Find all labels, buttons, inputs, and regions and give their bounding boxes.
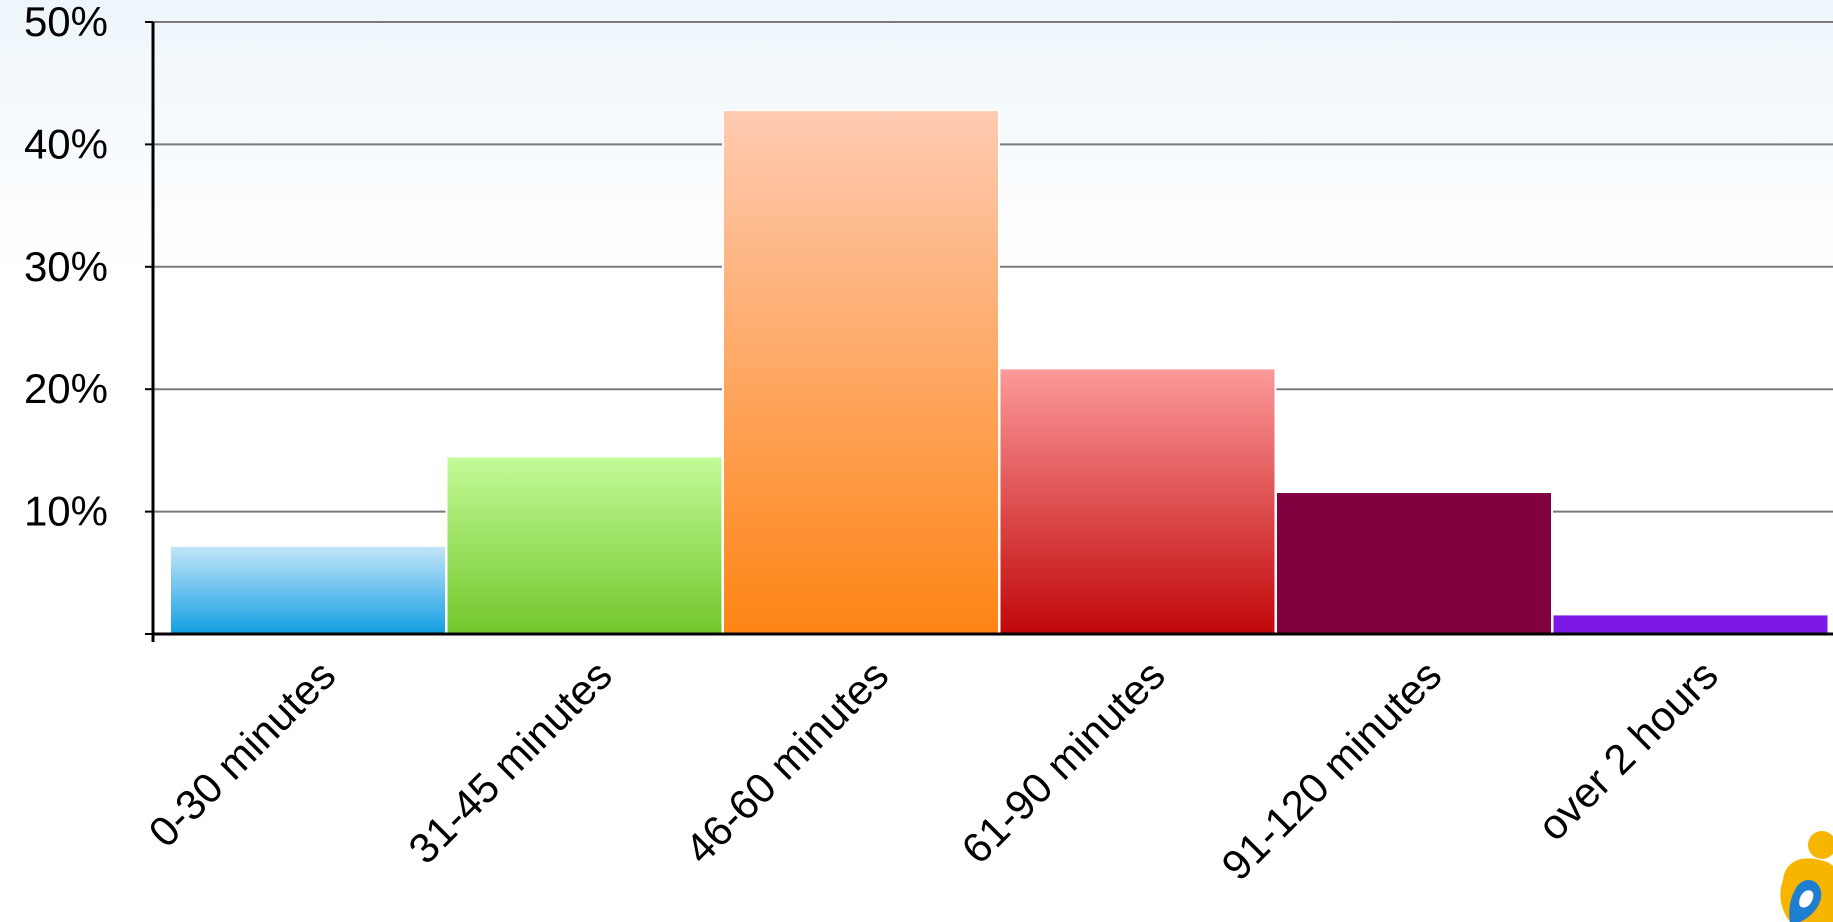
person-logo-icon (1780, 831, 1833, 922)
x-category-label: 0-30 minutes (139, 651, 344, 856)
y-tick-label: 50% (24, 0, 108, 45)
y-tick-label: 30% (24, 243, 108, 290)
x-axis-labels: 0-30 minutes 31-45 minutes 46-60 minutes 61… (139, 651, 1726, 889)
bar (169, 544, 447, 636)
x-category-label: 31-45 minutes (399, 651, 620, 872)
y-tick-label: 40% (24, 120, 108, 167)
y-tick-label: 10% (24, 488, 108, 535)
x-category-label: over 2 hours (1529, 651, 1727, 849)
y-axis-ticks: 10% 20% 30% 40% 50% (24, 0, 153, 635)
x-category-label: 46-60 minutes (676, 651, 897, 872)
x-category-label: 91-120 minutes (1212, 651, 1450, 889)
y-tick-label: 20% (24, 365, 108, 412)
bar (1551, 613, 1830, 636)
bar (1275, 491, 1553, 635)
bar (998, 367, 1277, 635)
bars (169, 109, 1830, 636)
bar (445, 455, 724, 635)
x-category-label: 61-90 minutes (952, 651, 1173, 872)
bar (722, 109, 1000, 636)
